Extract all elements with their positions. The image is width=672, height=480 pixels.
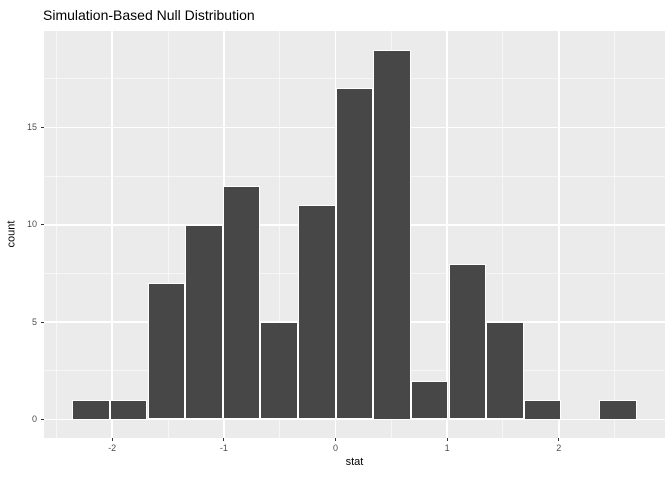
histogram-bar — [222, 185, 261, 420]
x-tick-label: 2 — [556, 443, 562, 453]
histogram-bar — [147, 283, 186, 420]
x-axis-title: stat — [345, 456, 364, 468]
grid-minor-y — [44, 78, 665, 80]
plot-panel — [44, 31, 665, 438]
x-tick-mark — [446, 438, 448, 441]
grid-minor-x — [279, 31, 281, 438]
histogram-bar — [410, 380, 449, 420]
grid-minor-x — [167, 31, 169, 438]
histogram-bar — [72, 400, 110, 420]
histogram-bar — [599, 400, 637, 420]
x-tick-label: 0 — [333, 443, 339, 453]
y-axis-title: count — [5, 220, 18, 248]
histogram-bar — [523, 400, 562, 420]
histogram-bar — [298, 205, 336, 420]
histogram-bar — [335, 88, 374, 420]
x-tick-label: -1 — [219, 443, 228, 453]
histogram-bar — [448, 263, 487, 420]
histogram-bar — [373, 49, 411, 420]
histogram-bar — [260, 322, 298, 420]
histogram-bar — [109, 400, 148, 420]
x-tick-mark — [335, 438, 337, 441]
grid-minor-x — [614, 31, 616, 438]
grid-major-y — [44, 418, 665, 421]
grid-minor-x — [55, 31, 57, 438]
histogram-bar — [486, 322, 524, 420]
plot-title: Simulation-Based Null Distribution — [43, 7, 255, 23]
x-tick-label: 1 — [444, 443, 450, 453]
grid-major-x — [558, 31, 560, 438]
histogram-bar — [185, 224, 223, 420]
grid-major-x — [111, 31, 113, 438]
x-tick-mark — [558, 438, 560, 441]
x-tick-label: -2 — [108, 443, 117, 453]
x-tick-mark — [223, 438, 225, 441]
x-tick-mark — [111, 438, 113, 441]
grid-minor-x — [502, 31, 504, 438]
grid-major-x — [446, 31, 448, 438]
